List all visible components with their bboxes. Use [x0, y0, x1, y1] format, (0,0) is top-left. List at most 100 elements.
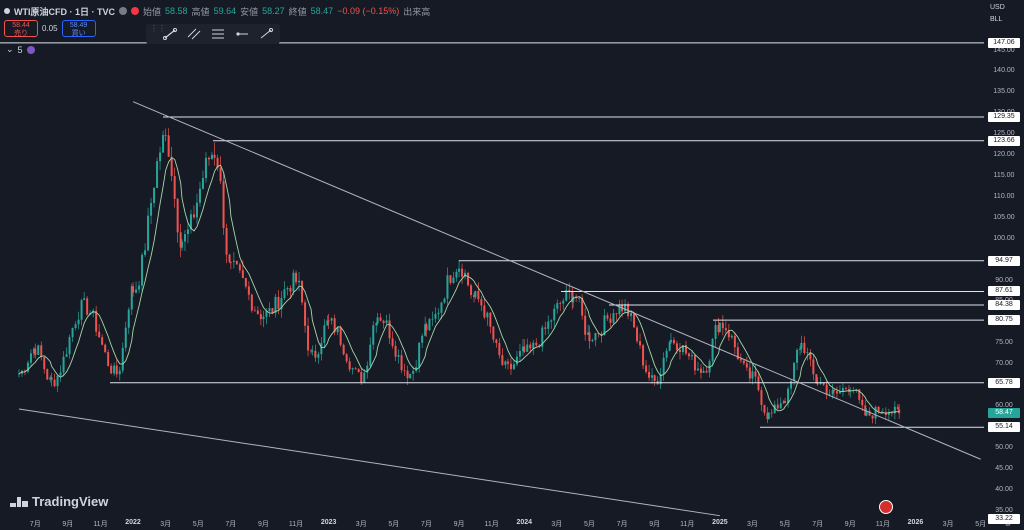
horizontal-ray-icon[interactable]	[232, 25, 252, 43]
candle-body	[59, 372, 62, 376]
candle-body	[865, 410, 868, 416]
x-month-label: 5月	[975, 521, 987, 528]
candle-body	[162, 134, 165, 153]
moving-average-line	[18, 157, 900, 414]
y-tick-label: 110.00	[993, 192, 1015, 200]
candle-body	[844, 388, 847, 389]
candle-body	[665, 350, 668, 358]
candle-body	[56, 375, 59, 387]
candle-body	[372, 325, 375, 345]
candle-body	[127, 309, 130, 328]
candle-body	[198, 188, 201, 203]
candle-body	[473, 295, 476, 297]
candle-body	[213, 154, 216, 158]
candle-body	[375, 323, 378, 326]
candle-body	[400, 355, 403, 371]
fib-retracement-icon[interactable]	[208, 25, 228, 43]
candle-body	[538, 345, 541, 347]
economic-event-icon[interactable]	[879, 500, 893, 514]
candle-body	[526, 344, 529, 352]
candle-body	[150, 202, 153, 216]
unit-selector[interactable]: BLL	[990, 16, 1003, 23]
candle-body	[138, 285, 141, 290]
candle-body	[222, 181, 225, 229]
candle-body	[421, 335, 424, 343]
trend-line-icon[interactable]	[160, 25, 180, 43]
candle-body	[492, 326, 495, 340]
candle-body	[53, 379, 56, 387]
candle-body	[354, 368, 357, 370]
candle-body	[382, 320, 385, 324]
candle-body	[330, 318, 333, 321]
y-tick-label: 60.00	[995, 401, 1013, 409]
candle-body	[428, 319, 431, 331]
candle-body	[721, 322, 724, 329]
candle-body	[394, 345, 397, 357]
x-month-label: 11月	[288, 521, 304, 528]
path-tool-icon[interactable]	[256, 25, 276, 43]
candle-body	[247, 286, 250, 295]
candle-body	[501, 355, 504, 365]
sell-label: 売り	[14, 30, 28, 37]
tradingview-logo-icon	[10, 496, 28, 507]
candle-body	[216, 157, 219, 168]
candle-body	[600, 333, 603, 336]
candle-body	[645, 365, 648, 372]
candle-body	[98, 331, 101, 338]
candle-body	[880, 411, 883, 413]
candle-body	[828, 393, 831, 395]
symbol-title[interactable]: WTI原油CFD · 1日 · TVC	[14, 6, 115, 17]
candle-body	[832, 389, 835, 392]
candle-body	[470, 285, 473, 296]
candle-body	[77, 319, 80, 325]
sell-button[interactable]: 58.44 売り	[4, 20, 38, 37]
candle-body	[452, 277, 455, 283]
buy-button[interactable]: 58.49 買い	[61, 20, 96, 37]
candle-body	[141, 254, 144, 286]
candle-body	[68, 337, 71, 355]
candle-body	[871, 415, 874, 419]
parallel-channel-icon[interactable]	[184, 25, 204, 43]
candle-body	[307, 325, 310, 351]
candle-body	[668, 342, 671, 351]
candle-body	[71, 327, 74, 338]
indicator-icon	[26, 45, 35, 54]
candle-body	[535, 342, 538, 346]
level-price-label: 123.66	[988, 135, 1020, 146]
candle-body	[618, 304, 621, 315]
candle-body	[228, 254, 231, 262]
candle-body	[95, 310, 98, 332]
chevron-down-icon[interactable]: ⌄	[6, 44, 14, 54]
candle-body	[326, 320, 329, 326]
candle-body	[379, 317, 382, 321]
currency-selector[interactable]: USD	[990, 4, 1005, 11]
indicator-legend[interactable]: ⌄ 5	[6, 44, 35, 55]
x-month-label: 9月	[453, 521, 465, 528]
candle-body	[504, 361, 507, 365]
buy-price: 58.49	[69, 22, 88, 29]
x-month-label: 11月	[680, 521, 695, 528]
candle-body	[304, 302, 307, 326]
candle-body	[437, 312, 440, 315]
drag-handle-icon[interactable]: ⋮⋮	[150, 24, 166, 33]
candle-body	[34, 348, 37, 355]
candle-body	[186, 229, 189, 235]
candle-body	[259, 314, 262, 320]
open-label: 始値	[143, 6, 162, 17]
candle-body	[754, 371, 757, 377]
candle-body	[403, 370, 406, 371]
level-price-label: 65.78	[988, 377, 1020, 388]
candle-body	[887, 412, 890, 415]
candle-body	[763, 404, 766, 413]
candle-body	[320, 342, 323, 355]
candle-body	[581, 297, 584, 316]
current-price-label: 58.47	[988, 408, 1020, 419]
candle-body	[37, 345, 40, 355]
candle-body	[779, 403, 782, 409]
candle-body	[461, 268, 464, 277]
candle-body	[544, 327, 547, 329]
candle-body	[642, 345, 645, 366]
candle-body	[803, 342, 806, 354]
candle-body	[584, 315, 587, 335]
